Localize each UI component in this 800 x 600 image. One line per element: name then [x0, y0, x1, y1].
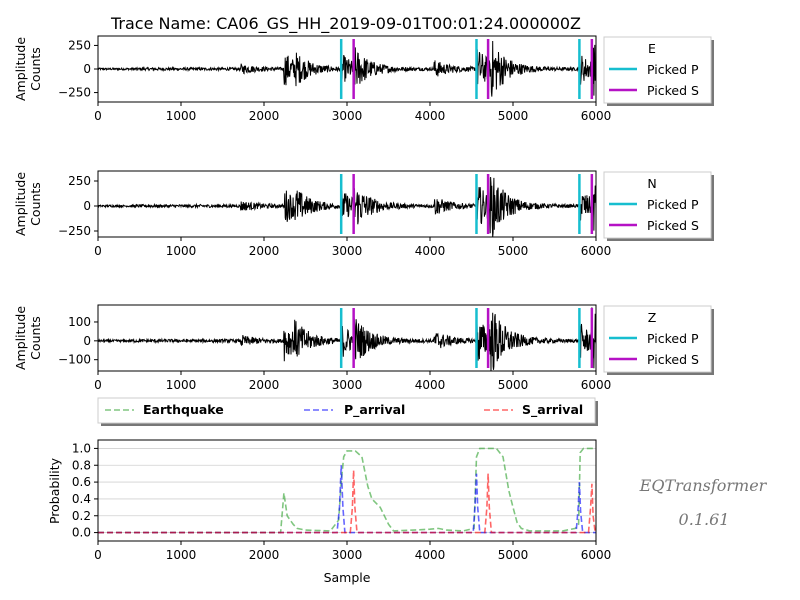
ylabel-n-line1: Amplitude — [13, 172, 28, 236]
waveform-line — [98, 40, 596, 99]
waveform-e — [98, 40, 596, 99]
legend-label-picked-s: Picked S — [647, 352, 699, 367]
legend-label-p-arrival: P_arrival — [344, 402, 405, 418]
waveform-n — [98, 174, 596, 237]
y-tick-label: 0.6 — [72, 475, 91, 489]
x-tick-label: 2000 — [249, 244, 280, 258]
x-tick-label: 1000 — [166, 109, 197, 123]
legend-n: N Picked P Picked S — [603, 171, 714, 241]
y-tick-label: 250 — [68, 174, 91, 188]
y-tick-label: −250 — [58, 224, 91, 238]
waveform-line — [98, 174, 596, 237]
y-tick-label: −100 — [58, 353, 91, 367]
legend-label-picked-s: Picked S — [647, 218, 699, 233]
x-tick-label: 0 — [94, 244, 102, 258]
x-tick-label: 3000 — [332, 378, 363, 392]
x-tick-label: 4000 — [415, 378, 446, 392]
yticks-e: 250 0 −250 — [58, 38, 98, 100]
legend-title-z: Z — [648, 310, 657, 325]
x-tick-label: 5000 — [498, 244, 529, 258]
legend-label-picked-p: Picked P — [647, 62, 699, 77]
series-line-s-arrival — [98, 470, 596, 534]
legend-label-s-arrival: S_arrival — [522, 402, 583, 418]
y-tick-label: 0.4 — [72, 492, 91, 506]
x-tick-label: 3000 — [332, 109, 363, 123]
probability-legend: Earthquake P_arrival S_arrival — [97, 397, 598, 426]
x-tick-label: 3000 — [332, 244, 363, 258]
yticks-probability: 0.0 0.2 0.4 0.6 0.8 1.0 — [72, 441, 98, 540]
channel-panel-z: 0 1000 2000 3000 4000 5000 6000 1000−100 Ampli… — [13, 304, 714, 392]
legend-label-picked-p: Picked P — [647, 331, 699, 346]
x-tick-label: 6000 — [581, 244, 612, 258]
picks-n — [339, 174, 594, 234]
y-tick-label: 100 — [68, 315, 91, 329]
x-tick-label: 2000 — [249, 548, 280, 562]
y-tick-label: 250 — [68, 38, 91, 52]
probability-panel: 0 1000 2000 3000 4000 5000 6000 0.00.20.40.60.… — [47, 439, 611, 585]
y-tick-label: 0.0 — [72, 526, 91, 540]
x-tick-label: 1000 — [166, 244, 197, 258]
y-tick-label: 1.0 — [72, 441, 91, 455]
x-tick-label: 4000 — [415, 548, 446, 562]
xticks-probability: 0 1000 2000 3000 4000 5000 6000 — [94, 541, 611, 562]
picks-e — [339, 39, 594, 99]
brand-name: EQTransformer — [639, 476, 768, 495]
x-tick-label: 0 — [94, 109, 102, 123]
ylabel-z-line2: Counts — [28, 316, 43, 360]
x-tick-label: 2000 — [249, 378, 280, 392]
ylabel-probability: Probability — [47, 457, 62, 524]
y-tick-label: 0 — [83, 199, 91, 213]
ylabel-e-line2: Counts — [28, 47, 43, 91]
legend-title-n: N — [647, 176, 656, 191]
axes-frame-probability — [97, 439, 597, 542]
legend-label-picked-s: Picked S — [647, 83, 699, 98]
x-tick-label: 1000 — [166, 548, 197, 562]
yticks-z: 100 0 −100 — [58, 315, 98, 367]
probability-curves — [98, 447, 596, 534]
series-line-p-arrival — [98, 465, 596, 534]
y-tick-label: 0.2 — [72, 509, 91, 523]
probability-grid — [98, 448, 596, 533]
y-tick-label: 0 — [83, 62, 91, 76]
x-tick-label: 6000 — [581, 548, 612, 562]
waveform-z — [98, 307, 596, 371]
x-tick-label: 0 — [94, 548, 102, 562]
xticks-z: 0 1000 2000 3000 4000 5000 6000 — [94, 371, 611, 392]
x-tick-label: 5000 — [498, 109, 529, 123]
figure-title: Trace Name: CA06_GS_HH_2019-09-01T00:01:… — [110, 14, 581, 34]
brand-version: 0.1.61 — [679, 510, 730, 529]
series-line-earthquake — [98, 447, 596, 534]
xticks-n: 0 1000 2000 3000 4000 5000 6000 — [94, 237, 611, 258]
x-tick-label: 4000 — [415, 109, 446, 123]
y-tick-label: −250 — [58, 86, 91, 100]
legend-title-e: E — [648, 41, 656, 56]
picks-z — [339, 308, 594, 368]
legend-label-picked-p: Picked P — [647, 197, 699, 212]
legend-z: Z Picked P Picked S — [603, 305, 714, 375]
legend-e: E Picked P Picked S — [603, 36, 714, 106]
x-tick-label: 2000 — [249, 109, 280, 123]
x-tick-label: 0 — [94, 378, 102, 392]
ylabel-n-line2: Counts — [28, 182, 43, 226]
x-tick-label: 5000 — [498, 378, 529, 392]
legend-label-earthquake: Earthquake — [143, 402, 224, 417]
x-tick-label: 1000 — [166, 378, 197, 392]
x-tick-label: 3000 — [332, 548, 363, 562]
xlabel-probability: Sample — [324, 570, 371, 585]
x-tick-label: 6000 — [581, 378, 612, 392]
x-tick-label: 5000 — [498, 548, 529, 562]
yticks-n: 250 0 −250 — [58, 174, 98, 238]
ylabel-e-line1: Amplitude — [13, 37, 28, 101]
ylabel-z-line1: Amplitude — [13, 306, 28, 370]
y-tick-label: 0.8 — [72, 458, 91, 472]
waveform-line — [98, 307, 596, 371]
x-tick-label: 4000 — [415, 244, 446, 258]
x-tick-label: 6000 — [581, 109, 612, 123]
y-tick-label: 0 — [83, 334, 91, 348]
xticks-e: 0 1000 2000 3000 4000 5000 6000 — [94, 102, 611, 123]
